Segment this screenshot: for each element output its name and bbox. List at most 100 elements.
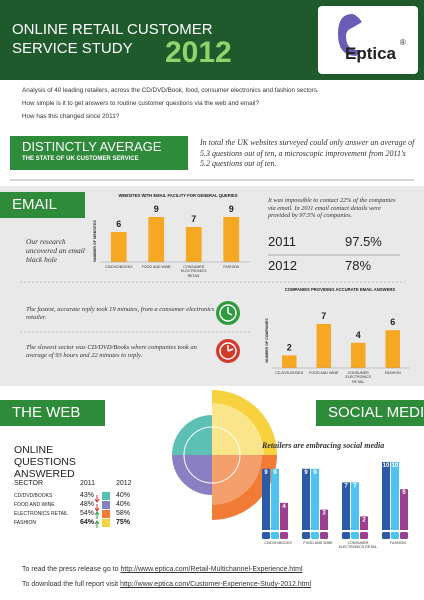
x-tick-label: CD-DVD-BOOKS (275, 371, 304, 375)
table-cell: 43% (80, 492, 95, 499)
x-tick-label: FOOD AND WINE (309, 371, 339, 375)
table-cell: 54% (80, 510, 95, 517)
legend-icon (351, 532, 359, 539)
table-cell: CD/DVD/BOOKS (14, 493, 53, 499)
value-label: 9 (154, 204, 159, 214)
bar (351, 482, 359, 530)
table-header: 2011 (80, 480, 96, 487)
bar (280, 502, 288, 530)
legend-icon (342, 532, 350, 539)
bar (271, 468, 279, 530)
legend-icon (262, 532, 270, 539)
value-label: 9 (313, 470, 317, 476)
value-label: 2 (287, 342, 292, 352)
logo-mark (338, 14, 362, 56)
bar (262, 468, 270, 530)
footer-link[interactable]: http://www.eptica.com/Customer-Experienc… (120, 581, 312, 588)
legend-icon (382, 532, 390, 539)
table-cell: FASHION (14, 520, 36, 526)
bar (148, 217, 165, 262)
footer-text: To download the full report visit (22, 581, 121, 588)
social-tab: SOCIAL MEDIA (316, 400, 424, 426)
value-label: 9 (264, 470, 268, 476)
title: ONLINE RETAIL CUSTOMER SERVICE STUDY (12, 21, 213, 57)
value-label: 6 (116, 219, 121, 229)
email-black-hole: Our research uncovered an email black ho… (26, 237, 85, 264)
bar (385, 330, 400, 368)
y-axis-label: NUMBER OF COMPANIES (265, 318, 269, 363)
contact-year: 2012 (268, 258, 297, 273)
email-tab: EMAIL (0, 192, 85, 218)
bar (311, 468, 319, 530)
email-fastest: The fastest, accurate reply took 19 minu… (26, 306, 215, 321)
legend-icon (280, 532, 288, 539)
trend-arrows (94, 495, 100, 528)
bar (400, 489, 408, 530)
summary-box: DISTINCTLY AVERAGE THE STATE OF UK CUSTO… (10, 136, 188, 170)
value-label: 7 (321, 311, 326, 321)
value-label: 9 (229, 204, 234, 214)
value-label: 4 (282, 504, 286, 510)
bar (302, 468, 310, 530)
value-label: 6 (390, 317, 395, 327)
x-tick-label: FASHION (390, 541, 406, 545)
table-header: SECTOR (14, 480, 44, 487)
x-tick-label: FASHION (384, 371, 401, 375)
summary-subheading: THE STATE OF UK CUSTOMER SERVICE (22, 156, 139, 162)
value-label: 7 (191, 214, 196, 224)
sector-swatches (102, 492, 110, 527)
bar (110, 232, 127, 262)
bar (223, 217, 240, 262)
chart-title: WEBSITES WITH EMAIL FACILITY FOR GENERAL… (118, 193, 237, 198)
value-label: 7 (353, 483, 357, 489)
intro-line: How has this changed since 2011? (22, 113, 120, 120)
intro-line: How simple is it to get answers to routi… (22, 100, 259, 107)
x-tick-label: CONSUMER ELECTRONICS RETAIL (338, 541, 378, 550)
x-tick-label: CD/DVD/BOOKS (104, 265, 133, 269)
web-subheading: ONLINE QUESTIONS ANSWERED (14, 444, 76, 480)
summary-heading: DISTINCTLY AVERAGE (22, 139, 162, 154)
bar (351, 342, 366, 368)
table-cell: 75% (116, 519, 131, 526)
y-axis-label: NUMBER OF WEBSITES (93, 220, 97, 262)
x-tick-label: CD/DVD/BOOKS (264, 541, 292, 545)
bar (282, 355, 297, 368)
intro: Analysis of 40 leading retailers, across… (22, 84, 319, 123)
contact-rate: 97.5% (345, 234, 382, 249)
footer-text: To read the press release go to (22, 566, 121, 573)
x-tick-label: FASHION (223, 265, 240, 269)
bar (391, 462, 399, 530)
title-year: 2012 (165, 36, 232, 69)
legend-icon (400, 532, 408, 539)
web-tab: THE WEB (0, 400, 105, 426)
value-label: 3 (322, 511, 326, 517)
footer-link[interactable]: http://www.eptica.com/Retail-Multichanne… (120, 566, 303, 573)
summary-quote: In total the UK websites surveyed could … (200, 138, 415, 168)
legend-icon (360, 532, 368, 539)
table-header: 2012 (116, 480, 132, 487)
legend-icon (391, 532, 399, 539)
table-cell: ELECTRONICS RETAIL (14, 511, 69, 517)
social-subheading: Retailers are embracing social media (262, 441, 385, 450)
logo-registered: ® (400, 38, 406, 47)
bar (316, 323, 331, 368)
clock-slow (216, 339, 240, 363)
x-tick-label: FOOD AND WINE (303, 541, 333, 545)
value-label: 10 (383, 463, 390, 469)
legend-icon (320, 532, 328, 539)
logo-text: Eptica (345, 44, 397, 63)
table-cell: 40% (116, 501, 131, 508)
legend-icon (311, 532, 319, 539)
bar (342, 482, 350, 530)
clock-fast (216, 301, 240, 325)
value-label: 9 (273, 470, 277, 476)
value-label: 2 (362, 517, 366, 523)
legend-icon (271, 532, 279, 539)
web-circle (172, 390, 277, 520)
footer: To read the press release go to http://w… (22, 562, 311, 592)
email-note: It was impossible to contact 22% of the … (268, 197, 396, 220)
x-tick-label: CONSUMER ELECTRONICS RETAIL (345, 371, 372, 384)
intro-line: Analysis of 40 leading retailers, across… (22, 87, 319, 94)
